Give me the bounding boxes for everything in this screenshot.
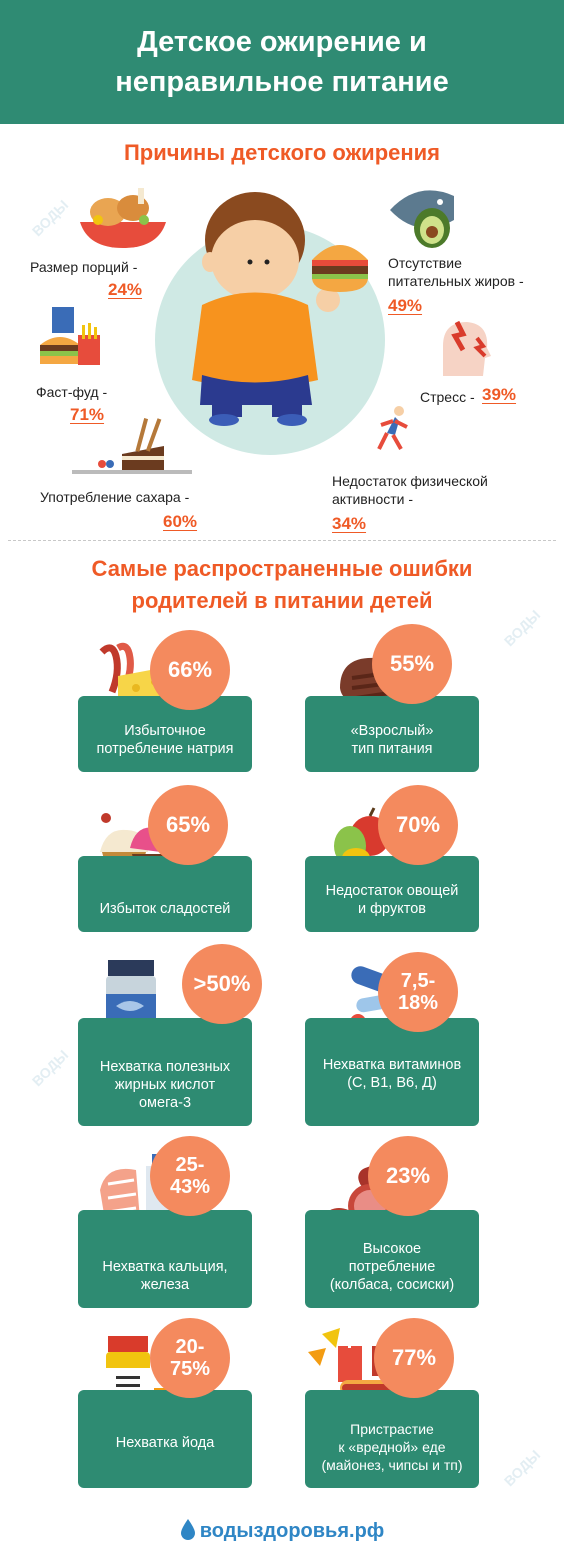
section-divider: [8, 540, 556, 541]
mistake-card-adult-diet: «Взрослый» тип питания: [305, 696, 479, 772]
value-line: 18%: [397, 992, 439, 1014]
cause-activity-value: 34%: [332, 514, 367, 533]
cause-stress-value: 39%: [482, 385, 517, 404]
mistake-card-iodine: Нехватка йода: [78, 1390, 252, 1488]
mistake-value-vitamins: 7,5- 18%: [378, 952, 458, 1032]
mistake-value-sodium: 66%: [150, 630, 230, 710]
card-text-line: «Взрослый»: [350, 723, 434, 739]
cause-stress-label: Стресс -: [420, 389, 475, 405]
card-text-line: жирных кислот: [114, 1077, 216, 1093]
boy-burger-illustration: [155, 192, 385, 455]
runner-icon: [377, 406, 408, 450]
mistake-value-calcium: 25- 43%: [150, 1136, 230, 1216]
cause-activity-label-line1: Недостаток физической: [332, 473, 488, 489]
cause-fats-label-line2: питательных жиров -: [388, 273, 524, 289]
mistake-value-sweets: 65%: [148, 785, 228, 865]
mistake-card-omega3: Нехватка полезных жирных кислот омега-3: [78, 1018, 252, 1126]
cause-portion-value: 24%: [108, 280, 143, 299]
card-text-line: и фруктов: [358, 901, 426, 917]
causes-title: Причины детского ожирения: [123, 140, 441, 165]
mistakes-title-line1: Самые распространенные ошибки: [91, 556, 473, 581]
card-text-line: Избыток сладостей: [99, 901, 231, 917]
value-line: 75%: [169, 1358, 211, 1380]
mistake-value-adult-diet: 55%: [372, 624, 452, 704]
cause-fats-label-line1: Отсутствие: [388, 255, 462, 271]
water-drop-logo-icon: [180, 1519, 195, 1540]
mistake-card-junk-food: Пристрастие к «вредной» еде (майонез, чипс…: [305, 1390, 479, 1488]
footer: водыздоровья.рф: [0, 1518, 564, 1543]
cause-fastfood-label: Фаст-фуд -: [36, 384, 108, 400]
cause-sugar-value: 60%: [163, 512, 198, 531]
card-text-line: Избыточное: [124, 723, 206, 739]
card-text-line: Высокое: [362, 1241, 422, 1257]
stress-head-icon: [443, 320, 491, 376]
card-text-line: к «вредной» еде: [338, 1439, 446, 1455]
card-text-line: Нехватка йода: [115, 1435, 215, 1451]
cause-activity-label-line2: активности -: [332, 491, 414, 507]
mistake-value-omega3: >50%: [182, 944, 262, 1024]
page-title-line2: неправильное питание: [115, 66, 449, 98]
cause-portion-label: Размер порций -: [30, 259, 138, 275]
chicken-plate-icon: [80, 188, 166, 248]
value-line: 20-: [175, 1336, 205, 1358]
mistakes-title-line2: родителей в питании детей: [131, 588, 433, 613]
card-text-line: Нехватка кальция,: [102, 1259, 228, 1275]
mistake-value-sausage: 23%: [368, 1136, 448, 1216]
header-banner: Детское ожирение и неправильное питание: [0, 0, 564, 124]
card-text-line: тип питания: [351, 741, 433, 757]
watermark-text: ВОДЫ: [28, 1046, 72, 1090]
watermark-text: ВОДЫ: [28, 196, 72, 240]
card-text-line: (колбаса, сосиски): [329, 1277, 455, 1293]
mistake-value-iodine: 20- 75%: [150, 1318, 230, 1398]
mistake-card-vitamins: Нехватка витаминов (С, В1, В6, Д): [305, 1018, 479, 1126]
value-line: 25-: [175, 1154, 205, 1176]
mistake-card-vegetables: Недостаток овощей и фруктов: [305, 856, 479, 932]
cake-icon: [72, 418, 192, 474]
fast-food-icon: [40, 307, 100, 365]
fish-avocado-icon: [390, 190, 454, 248]
mistake-card-sausage: Высокое потребление (колбаса, сосиски): [305, 1210, 479, 1308]
footer-site-link[interactable]: водыздоровья.рф: [199, 1520, 385, 1542]
card-text-line: Нехватка витаминов: [322, 1057, 462, 1073]
card-text-line: (С, В1, В6, Д): [347, 1075, 437, 1091]
value-line: 7,5-: [400, 970, 436, 992]
page-title-line1: Детское ожирение и: [137, 26, 427, 58]
mistake-card-sweets: Избыток сладостей: [78, 856, 252, 932]
cause-sugar-label: Употребление сахара -: [40, 489, 190, 505]
cause-fastfood-value: 71%: [70, 405, 105, 424]
card-text-line: (майонез, чипсы и тп): [321, 1457, 463, 1473]
watermark-text: ВОДЫ: [500, 1446, 544, 1490]
mistake-value-vegetables: 70%: [378, 785, 458, 865]
card-text-line: Недостаток овощей: [325, 883, 459, 899]
cause-fats-value: 49%: [388, 296, 423, 315]
mistake-card-calcium: Нехватка кальция, железа: [78, 1210, 252, 1308]
value-line: 43%: [169, 1176, 211, 1198]
card-text-line: Нехватка полезных: [99, 1059, 231, 1075]
card-text-line: железа: [140, 1277, 190, 1293]
mistake-card-sodium: Избыточное потребление натрия: [78, 696, 252, 772]
card-text-line: потребление: [348, 1259, 436, 1275]
card-text-line: омега-3: [138, 1095, 192, 1111]
mistake-value-junk-food: 77%: [374, 1318, 454, 1398]
card-text-line: потребление натрия: [96, 741, 234, 757]
card-text-line: Пристрастие: [350, 1421, 434, 1437]
